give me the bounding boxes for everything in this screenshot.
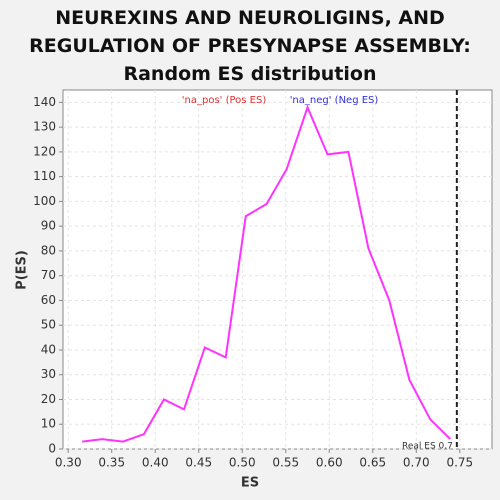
- y-tick-label: 10: [41, 417, 56, 431]
- y-axis-title: P(ES): [15, 250, 30, 290]
- annotation: 'na_neg' (Neg ES): [290, 95, 379, 106]
- es-line: [82, 104, 451, 443]
- x-tick-label: 0.30: [55, 456, 82, 470]
- annotation: 'na_pos' (Pos ES): [182, 95, 267, 106]
- y-tick-label: 60: [41, 293, 56, 307]
- y-tick-label: 20: [41, 392, 56, 406]
- y-tick-label: 70: [41, 268, 56, 282]
- y-tick-label: 110: [33, 169, 56, 183]
- y-tick-label: 100: [33, 194, 56, 208]
- y-tick-label: 0: [48, 442, 56, 456]
- y-tick-label: 80: [41, 243, 56, 257]
- x-tick-label: 0.45: [185, 456, 212, 470]
- x-tick-label: 0.75: [446, 456, 473, 470]
- y-tick-label: 50: [41, 318, 56, 332]
- y-tick-label: 120: [33, 144, 56, 158]
- y-tick-label: 30: [41, 367, 56, 381]
- x-tick-label: 0.55: [272, 456, 299, 470]
- x-tick-label: 0.60: [316, 456, 343, 470]
- x-tick-label: 0.35: [98, 456, 125, 470]
- x-tick-label: 0.40: [142, 456, 169, 470]
- x-tick-label: 0.50: [229, 456, 256, 470]
- chart-title: NEUREXINS AND NEUROLIGINS, AND REGULATIO…: [29, 7, 471, 85]
- x-tick-label: 0.70: [403, 456, 430, 470]
- x-axis-title: ES: [241, 476, 259, 491]
- x-tick-label: 0.65: [359, 456, 386, 470]
- y-tick-label: 140: [33, 95, 56, 109]
- y-tick-label: 130: [33, 120, 56, 134]
- plot-area: [62, 89, 493, 450]
- y-tick-label: 90: [41, 219, 56, 233]
- real-es-label: Real ES 0.7: [402, 442, 453, 452]
- y-tick-label: 40: [41, 342, 56, 356]
